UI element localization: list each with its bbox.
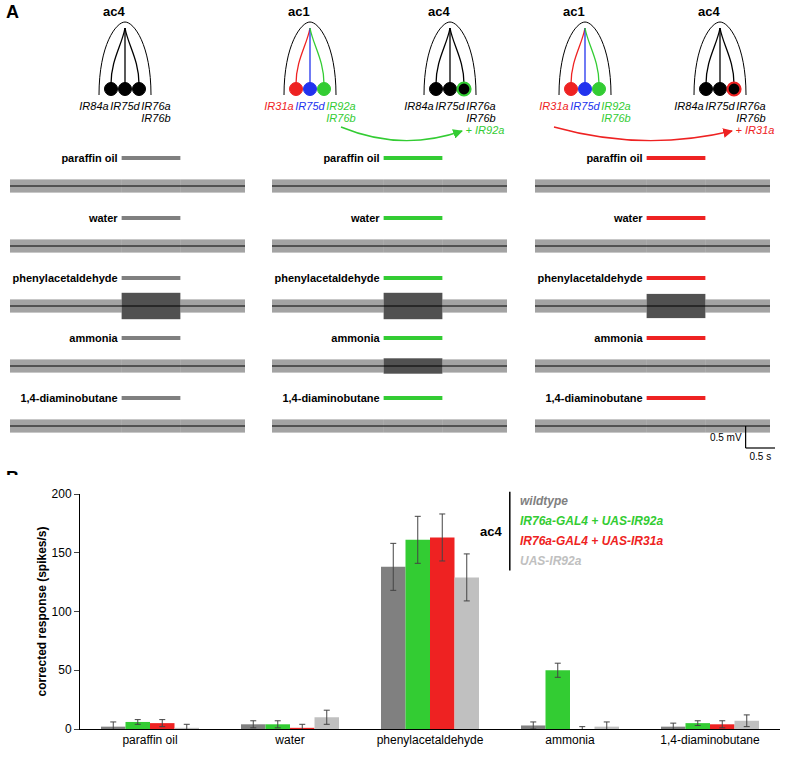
svg-text:IR84a: IR84a: [404, 100, 433, 112]
svg-text:1,4-diaminobutane: 1,4-diaminobutane: [20, 392, 117, 404]
svg-text:200: 200: [52, 487, 72, 501]
svg-text:IR75d: IR75d: [295, 100, 325, 112]
svg-text:paraffin oil: paraffin oil: [323, 152, 379, 164]
svg-text:1,4-diaminobutane: 1,4-diaminobutane: [282, 392, 379, 404]
html-text:B: B: [6, 468, 19, 488]
svg-text:1,4-diaminobutane: 1,4-diaminobutane: [545, 392, 642, 404]
svg-text:A: A: [6, 2, 19, 22]
svg-text:IR76a-GAL4 + UAS-IR31a: IR76a-GAL4 + UAS-IR31a: [520, 534, 663, 548]
svg-text:0: 0: [65, 722, 72, 736]
svg-text:wildtype: wildtype: [520, 494, 568, 508]
svg-text:water: water: [613, 212, 643, 224]
svg-text:water: water: [274, 733, 304, 747]
svg-text:100: 100: [52, 605, 72, 619]
svg-text:ammonia: ammonia: [594, 332, 643, 344]
svg-text:IR75d: IR75d: [570, 100, 600, 112]
svg-text:+ IR92a: + IR92a: [466, 124, 505, 136]
svg-text:paraffin oil: paraffin oil: [61, 152, 117, 164]
svg-text:water: water: [88, 212, 118, 224]
svg-text:IR76a-GAL4 + UAS-IR92a: IR76a-GAL4 + UAS-IR92a: [520, 514, 663, 528]
svg-text:ac1: ac1: [288, 4, 310, 19]
svg-text:IR84a: IR84a: [674, 100, 703, 112]
svg-text:IR75d: IR75d: [110, 100, 140, 112]
svg-text:IR76a: IR76a: [466, 100, 495, 112]
svg-text:ac4: ac4: [698, 4, 720, 19]
svg-text:paraffin oil: paraffin oil: [122, 733, 177, 747]
svg-text:water: water: [350, 212, 380, 224]
svg-text:IR92a: IR92a: [601, 100, 630, 112]
svg-text:phenylacetaldehyde: phenylacetaldehyde: [537, 272, 642, 284]
svg-text:IR76b: IR76b: [601, 112, 630, 124]
svg-text:IR76b: IR76b: [466, 112, 495, 124]
svg-text:IR76a: IR76a: [736, 100, 765, 112]
svg-text:IR31a: IR31a: [539, 100, 568, 112]
svg-text:150: 150: [52, 546, 72, 560]
svg-text:0.5 s: 0.5 s: [749, 451, 771, 462]
svg-text:ammonia: ammonia: [69, 332, 118, 344]
svg-text:UAS-IR92a: UAS-IR92a: [520, 554, 582, 568]
svg-text:IR75d: IR75d: [705, 100, 735, 112]
svg-text:IR31a: IR31a: [264, 100, 293, 112]
svg-text:IR76b: IR76b: [736, 112, 765, 124]
svg-text:IR75d: IR75d: [435, 100, 465, 112]
svg-text:phenylacetaldehyde: phenylacetaldehyde: [377, 733, 484, 747]
svg-text:50: 50: [58, 663, 72, 677]
svg-text:IR76a: IR76a: [141, 100, 170, 112]
svg-text:0.5 mV: 0.5 mV: [710, 432, 742, 443]
svg-text:ammonia: ammonia: [545, 733, 595, 747]
svg-text:corrected response (spikes/s): corrected response (spikes/s): [35, 526, 49, 696]
svg-text:+ IR31a: + IR31a: [736, 124, 775, 136]
svg-text:1,4-diaminobutane: 1,4-diaminobutane: [660, 733, 760, 747]
svg-text:IR84a: IR84a: [79, 100, 108, 112]
svg-text:ac4: ac4: [480, 524, 502, 539]
svg-text:phenylacetaldehyde: phenylacetaldehyde: [12, 272, 117, 284]
svg-text:ac4: ac4: [428, 4, 450, 19]
svg-text:IR76b: IR76b: [326, 112, 355, 124]
svg-text:IR92a: IR92a: [326, 100, 355, 112]
svg-text:ammonia: ammonia: [331, 332, 380, 344]
svg-text:paraffin oil: paraffin oil: [586, 152, 642, 164]
svg-text:IR76b: IR76b: [141, 112, 170, 124]
svg-text:ac1: ac1: [563, 4, 585, 19]
svg-text:ac4: ac4: [103, 4, 125, 19]
svg-text:phenylacetaldehyde: phenylacetaldehyde: [274, 272, 379, 284]
